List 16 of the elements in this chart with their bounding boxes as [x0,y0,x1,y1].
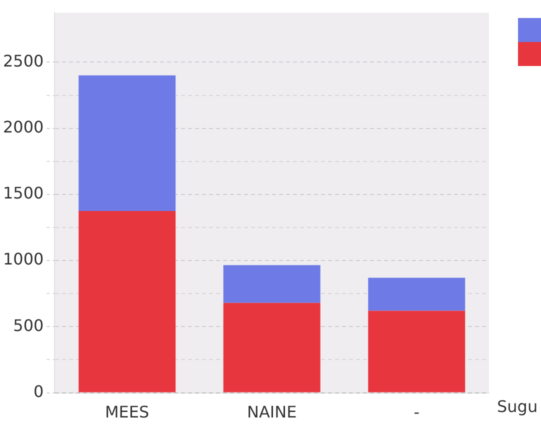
y-tick-label: 1500 [3,184,44,203]
x-axis-title: Sugu [497,396,538,416]
y-tick-label: 2500 [3,51,44,70]
bar [368,278,466,311]
y-tick-label: 500 [13,316,44,335]
bar [223,302,320,392]
x-tick-label: MEES [105,402,150,422]
y-tick-label: 2000 [3,117,44,136]
x-tick-label: - [414,402,420,422]
x-tick-label: NAINE [247,402,297,422]
y-tick-label: 0 [34,382,44,401]
bar [223,265,320,303]
y-tick-label: 1000 [3,250,44,269]
bar [78,75,176,211]
bar [368,310,466,392]
bar [78,210,176,392]
